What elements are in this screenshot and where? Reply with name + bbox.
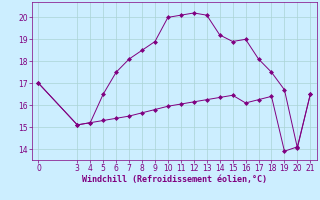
X-axis label: Windchill (Refroidissement éolien,°C): Windchill (Refroidissement éolien,°C) <box>82 175 267 184</box>
